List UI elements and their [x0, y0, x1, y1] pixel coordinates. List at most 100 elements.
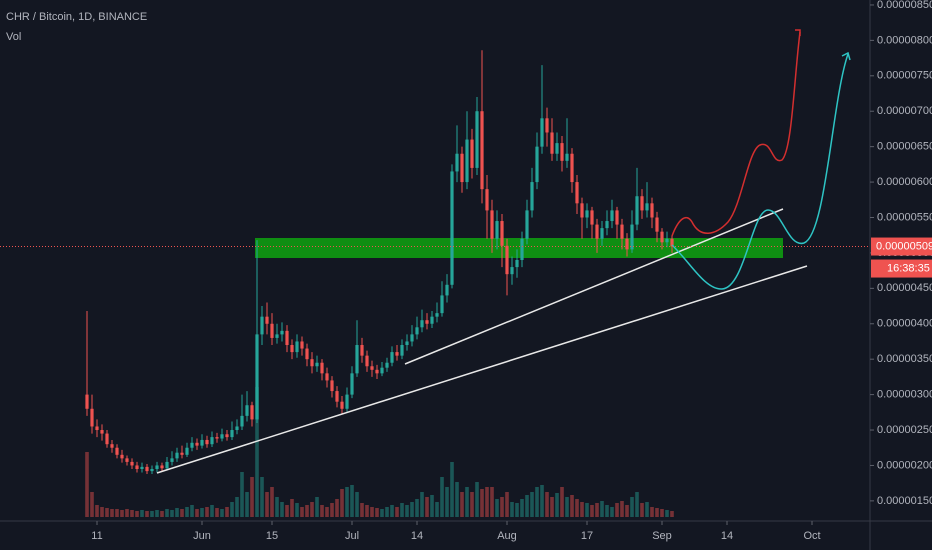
candle-body	[105, 433, 109, 445]
candle-body	[550, 132, 554, 154]
x-tick-label: 17	[581, 530, 593, 542]
volume-bar	[535, 487, 539, 517]
volume-bar	[545, 492, 549, 517]
candle-body	[525, 210, 529, 239]
x-tick-label: Jul	[345, 530, 359, 542]
candle-body	[210, 437, 214, 445]
candle-body	[420, 320, 424, 328]
volume-bar	[540, 485, 544, 517]
candle-body	[125, 458, 129, 462]
volume-bar	[360, 503, 364, 517]
volume-bar	[365, 505, 369, 517]
candle-body	[515, 260, 519, 268]
candle-body	[475, 111, 479, 168]
volume-bar	[465, 487, 469, 517]
volume-bar	[605, 505, 609, 517]
candle-body	[615, 210, 619, 225]
volume-bar	[630, 497, 634, 517]
candle-body	[280, 330, 284, 335]
volume-bar	[425, 497, 429, 517]
volume-bar	[505, 492, 509, 517]
volume-bar	[230, 502, 234, 517]
volume-bar	[600, 501, 604, 517]
volume-bar	[490, 487, 494, 517]
volume-bar	[175, 508, 179, 517]
volume-bar	[610, 507, 614, 517]
candle-body	[140, 466, 144, 469]
candle-body	[285, 330, 289, 346]
y-tick-label: 0.00000800	[877, 34, 932, 46]
volume-bar	[185, 507, 189, 517]
candle-body	[340, 401, 344, 409]
candle-body	[600, 228, 604, 239]
candle-body	[305, 348, 309, 360]
volume-bar	[280, 502, 284, 517]
candle-body	[650, 203, 654, 218]
volume-bar	[455, 482, 459, 517]
candle-body	[395, 352, 399, 356]
candle-body	[230, 430, 234, 438]
x-tick-label: 14	[721, 530, 733, 542]
candle-body	[590, 210, 594, 225]
candle-body	[290, 345, 294, 353]
candle-body	[540, 118, 544, 147]
drawings	[156, 29, 851, 474]
candle-body	[670, 238, 674, 247]
volume-bar	[300, 507, 304, 517]
volume-bar	[325, 507, 329, 517]
candle-body	[130, 461, 134, 466]
volume-bar	[160, 511, 164, 517]
volume-bar	[510, 502, 514, 517]
volume-bar	[500, 497, 504, 517]
volume-bar	[385, 507, 389, 517]
volume-bar	[250, 477, 254, 517]
candle-body	[530, 182, 534, 211]
volume-bar	[150, 511, 154, 517]
candle-body	[385, 362, 389, 368]
volume-bar	[430, 495, 434, 517]
volume-bar	[170, 510, 174, 517]
arrow-head	[795, 29, 801, 36]
volume-label: Vol	[6, 31, 21, 43]
volume-bar	[340, 489, 344, 517]
volume-bar	[290, 499, 294, 517]
x-tick-label: Sep	[652, 530, 672, 542]
volume-bar	[105, 508, 109, 517]
volume-bar	[240, 472, 244, 517]
volume-bar	[115, 509, 119, 517]
volume-bar	[495, 499, 499, 517]
volume-bar	[395, 507, 399, 517]
candle-body	[165, 461, 169, 469]
candle-body	[375, 369, 379, 374]
candle-body	[505, 245, 509, 275]
volume-bar	[435, 502, 439, 517]
candle-body	[330, 380, 334, 392]
volume-bar	[225, 507, 229, 517]
volume-bar	[595, 503, 599, 517]
volume-bar	[620, 501, 624, 517]
volume-bar	[665, 510, 669, 517]
candle-body	[205, 439, 209, 445]
candle-body	[170, 458, 174, 462]
candle-body	[655, 217, 659, 232]
volume-bar	[565, 497, 569, 517]
volume-bar	[245, 492, 249, 517]
candle-body	[160, 465, 164, 469]
volume-bar	[645, 502, 649, 517]
volume-bar	[315, 497, 319, 517]
candle-body	[355, 345, 359, 374]
candle-body	[215, 437, 219, 439]
volume-bar	[190, 505, 194, 517]
volume-bar	[485, 487, 489, 517]
candle-body	[335, 391, 339, 402]
volume-bar	[215, 508, 219, 517]
support-zone	[255, 238, 783, 258]
projection-red	[671, 31, 801, 237]
candle-body	[450, 171, 454, 285]
x-tick-label: Jun	[193, 530, 211, 542]
volume-bar	[440, 477, 444, 517]
volume-bar	[120, 510, 124, 517]
